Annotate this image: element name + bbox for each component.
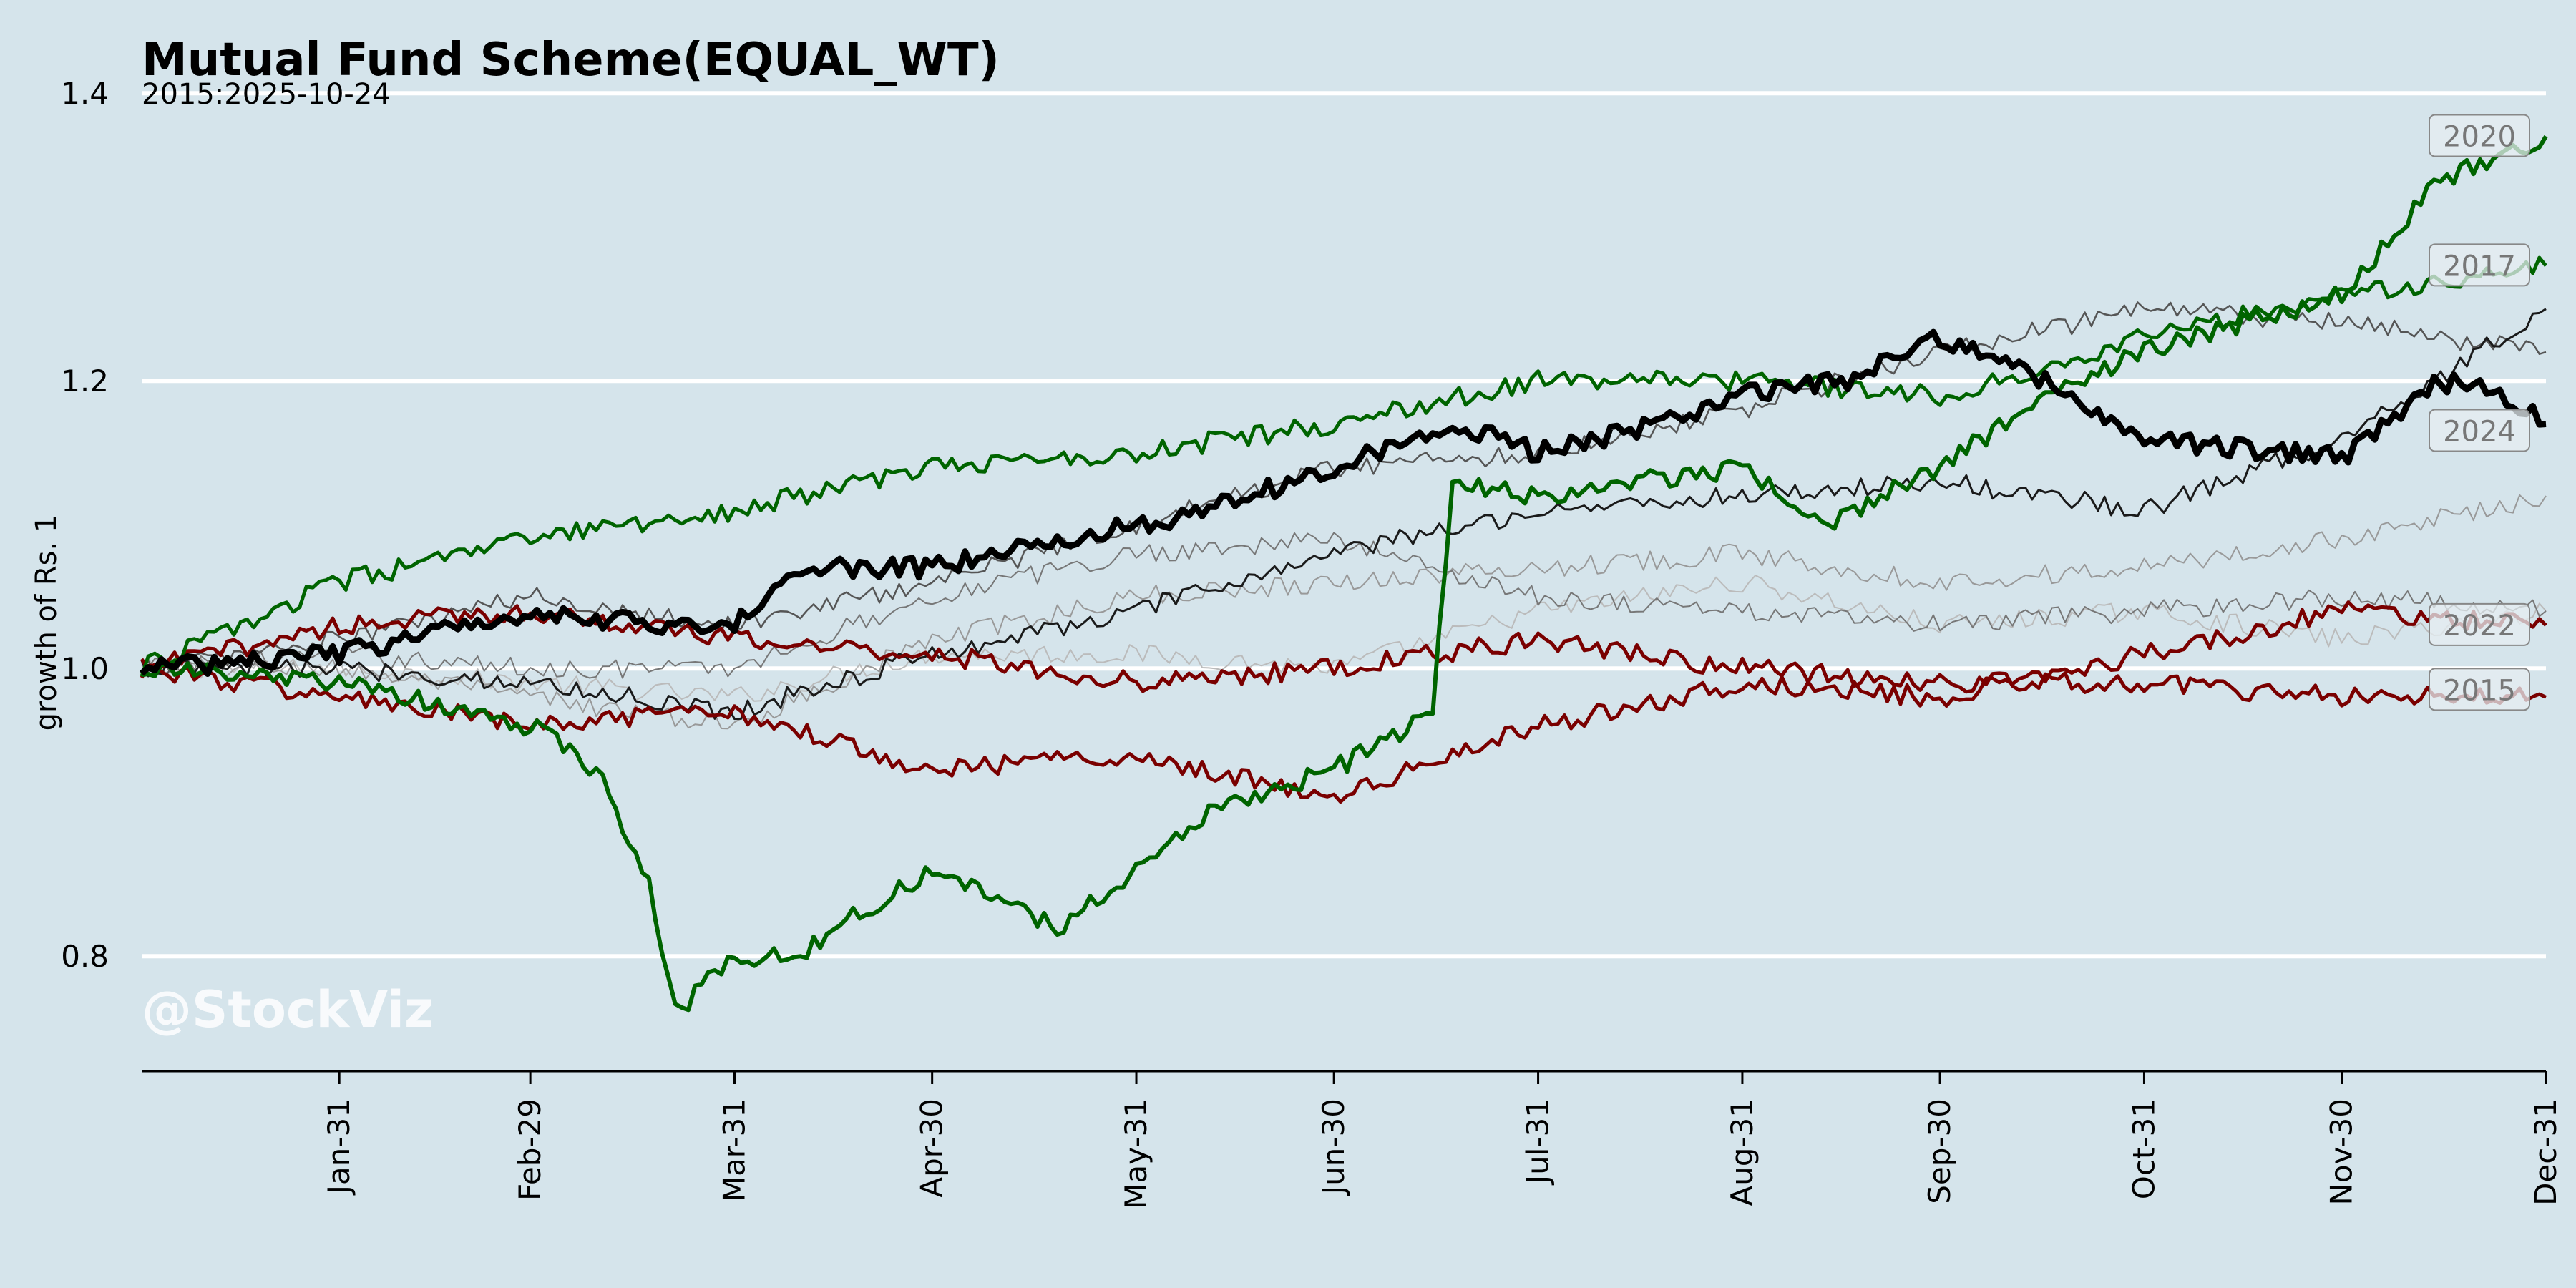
- x-tick-label: Mar-31: [716, 1098, 751, 1202]
- series-line: [140, 604, 2547, 708]
- x-tick-label: Aug-31: [1724, 1098, 1760, 1206]
- chart-title: Mutual Fund Scheme(EQUAL_WT): [142, 34, 1000, 87]
- series-line: [140, 308, 2547, 721]
- y-tick-label: 1.4: [61, 76, 109, 111]
- chart-subtitle: 2015:2025-10-24: [142, 78, 391, 111]
- y-tick-label: 0.8: [61, 939, 109, 974]
- x-tick-label: Feb-29: [512, 1098, 547, 1201]
- x-tick-label: Sep-30: [1922, 1098, 1957, 1204]
- gridlines: [142, 91, 2546, 959]
- x-tick-label: Nov-30: [2324, 1098, 2359, 1205]
- series-line: [139, 328, 2547, 677]
- year-label-box: [2429, 114, 2530, 157]
- x-tick-label: Jan-31: [321, 1098, 356, 1196]
- x-tick-label: Apr-30: [914, 1098, 950, 1198]
- series-line: [140, 255, 2547, 678]
- year-label: 2017: [2443, 250, 2516, 283]
- year-label-box: [2429, 602, 2530, 646]
- y-axis: 0.8 1.0 1.2 1.4: [61, 76, 109, 974]
- series-line: [141, 301, 2547, 675]
- x-tick-label: Jun-30: [1316, 1098, 1351, 1196]
- series-line: [140, 600, 2547, 804]
- year-label-box: [2429, 409, 2530, 452]
- series-line: [141, 532, 2547, 679]
- series-line: [141, 494, 2547, 730]
- year-label-box: [2429, 668, 2530, 711]
- y-tick-label: 1.0: [61, 651, 109, 686]
- year-label: 2020: [2443, 121, 2516, 154]
- x-tick-label: Oct-31: [2126, 1098, 2161, 1199]
- series-lines: [139, 135, 2548, 1013]
- x-axis: Jan-31 Feb-29 Mar-31 Apr-30 May-31 Jun-30 Jul-…: [142, 1070, 2563, 1209]
- y-axis-label: growth of Rs. 1: [30, 514, 63, 731]
- x-tick-label: Jul-31: [1521, 1098, 1556, 1186]
- series-line: [141, 575, 2547, 702]
- year-label: 2015: [2443, 674, 2516, 707]
- y-tick-label: 1.2: [61, 364, 109, 399]
- year-label: 2024: [2443, 416, 2516, 449]
- year-label-box: [2429, 243, 2530, 287]
- year-label: 2022: [2443, 610, 2516, 643]
- series-line: [141, 135, 2548, 1013]
- year-labels: 2020 2017 2024 2022 2015: [2429, 114, 2530, 711]
- watermark: @StockViz: [142, 980, 434, 1039]
- x-tick-label: May-31: [1118, 1098, 1153, 1209]
- x-tick-label: Dec-31: [2528, 1098, 2563, 1206]
